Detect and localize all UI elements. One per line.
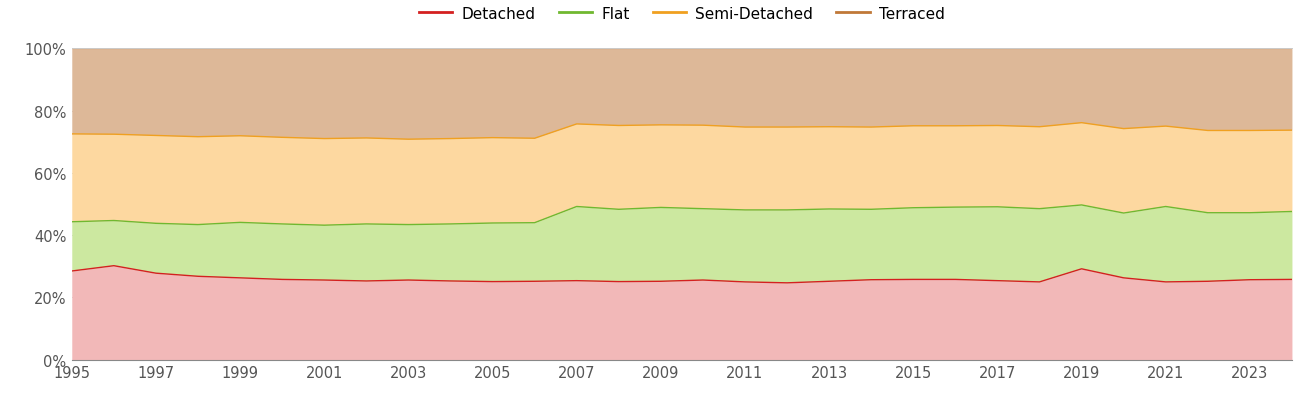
Legend: Detached, Flat, Semi-Detached, Terraced: Detached, Flat, Semi-Detached, Terraced [412, 1, 951, 28]
